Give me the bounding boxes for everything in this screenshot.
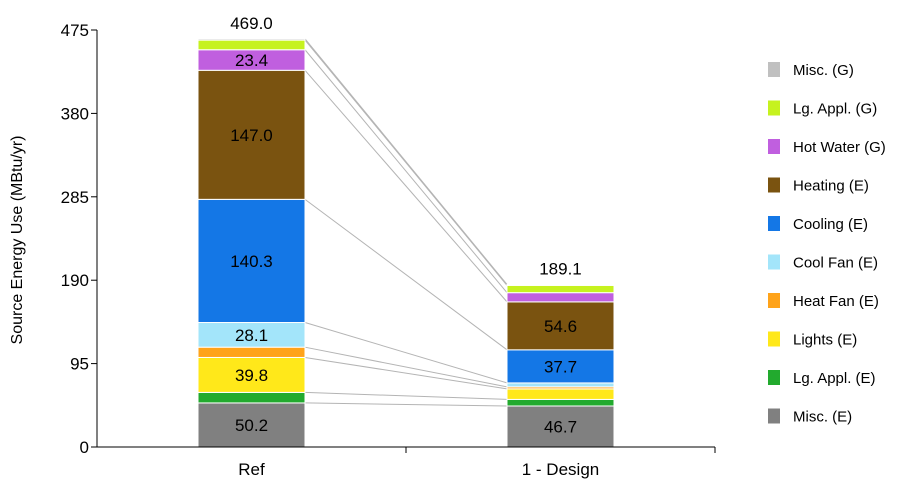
bar-segment [197, 39, 306, 51]
bar-segment [197, 402, 306, 448]
legend-swatch [768, 139, 780, 154]
axes: 0 95 190 285 380 475 Ref 1 - Design [61, 21, 716, 479]
bar-value-label: 147.0 [230, 126, 273, 145]
legend-label: Lg. Appl. (G) [793, 101, 877, 118]
legend-item: Lg. Appl. (G) [768, 100, 877, 118]
y-axis-label: Source Energy Use (MBtu/yr) [9, 136, 26, 345]
y-tick-label: 95 [70, 355, 89, 374]
bars: 50.2 39.8 28.1 140.3 147.0 23.4 469.0 46.7 37.7 5… [197, 14, 615, 448]
connector-line [304, 356, 508, 390]
legend-item: Lights (E) [768, 331, 857, 349]
x-tick-label: Ref [238, 460, 265, 479]
connector-line [304, 391, 508, 400]
y-tick-label: 190 [61, 271, 89, 290]
legend-label: Cooling (E) [793, 216, 868, 233]
legend-label: Hot Water (G) [793, 139, 886, 156]
y-tick-label: 475 [61, 21, 89, 40]
legend-label: Heat Fan (E) [793, 293, 879, 310]
bar-segment [506, 284, 615, 286]
bar-value-label: 39.8 [235, 366, 268, 385]
legend-item: Lg. Appl. (E) [768, 370, 876, 387]
connector-line [304, 69, 508, 303]
legend-item: Cool Fan (E) [768, 254, 878, 272]
legend-swatch [768, 177, 780, 193]
x-tick-label: 1 - Design [522, 460, 599, 479]
connector-line [304, 402, 508, 407]
bar-segment [197, 346, 306, 358]
connector-line [304, 322, 508, 384]
legend-item: Cooling (E) [768, 216, 868, 233]
y-tick-label: 380 [61, 104, 89, 123]
legend-swatch [768, 293, 780, 308]
bar-segment [197, 198, 306, 324]
legend-swatch [768, 100, 780, 116]
connector-lines [304, 38, 508, 407]
y-tick-label: 0 [80, 438, 89, 457]
y-tick-label: 285 [61, 188, 89, 207]
legend-swatch [768, 62, 780, 77]
connector-line [304, 38, 508, 285]
bar-segment [197, 391, 306, 404]
bar-value-label: 23.4 [235, 51, 268, 70]
bar-segment [506, 292, 615, 303]
bar-segment [506, 382, 615, 388]
legend-item: Misc. (G) [768, 62, 854, 79]
legend-label: Lights (E) [793, 332, 857, 349]
legend-swatch [768, 331, 780, 347]
bar-value-label: 54.6 [544, 317, 577, 336]
connector-line [304, 39, 508, 286]
legend-swatch [768, 408, 780, 424]
bar-segment [197, 38, 306, 41]
legend-item: Heat Fan (E) [768, 293, 879, 310]
connector-line [304, 346, 508, 388]
legend-swatch [768, 216, 780, 231]
legend-label: Lg. Appl. (E) [793, 370, 876, 387]
bar-value-label: 37.7 [544, 357, 577, 376]
bar-segment [197, 69, 306, 200]
legend-label: Misc. (E) [793, 409, 852, 426]
legend-item: Heating (E) [768, 177, 869, 195]
bar-total-label: 469.0 [230, 14, 273, 33]
connector-line [304, 49, 508, 293]
bar-value-label: 50.2 [235, 416, 268, 435]
bar-segment [506, 398, 615, 407]
bar-total-label: 189.1 [539, 260, 582, 279]
bar-segment [506, 284, 615, 294]
bar-segment [506, 388, 615, 400]
legend-swatch [768, 254, 780, 270]
legend-label: Misc. (G) [793, 62, 854, 79]
connector-line [304, 198, 508, 351]
bar-value-label: 28.1 [235, 326, 268, 345]
bar-segment [197, 322, 306, 348]
legend: Misc. (G) Lg. Appl. (G) Hot Water (G) Heati… [768, 62, 886, 426]
bar-value-label: 46.7 [544, 418, 577, 437]
legend-item: Hot Water (G) [768, 139, 886, 156]
legend-label: Cool Fan (E) [793, 255, 878, 272]
legend-label: Heating (E) [793, 178, 869, 195]
bar-value-label: 140.3 [230, 252, 273, 271]
legend-swatch [768, 370, 780, 385]
legend-item: Misc. (E) [768, 408, 852, 426]
